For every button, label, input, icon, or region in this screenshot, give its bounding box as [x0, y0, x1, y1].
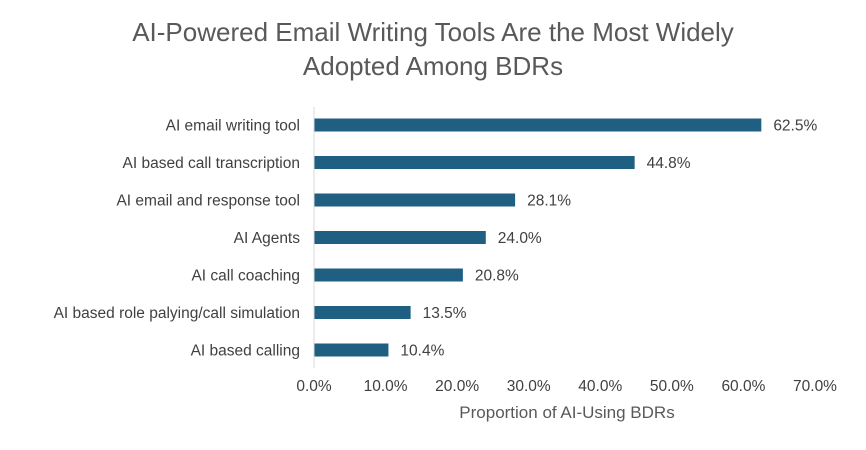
x-tick-label: 0.0% — [296, 378, 332, 395]
x-tick-label: 20.0% — [435, 378, 479, 395]
bar — [314, 193, 516, 207]
bar — [314, 306, 411, 319]
data-label: 13.5% — [423, 305, 467, 322]
x-tick-label: 10.0% — [364, 378, 408, 395]
bar — [314, 343, 389, 357]
bar — [314, 268, 463, 282]
data-label: 62.5% — [773, 118, 817, 135]
category-label: AI email writing tool — [166, 118, 300, 135]
category-label: AI based calling — [191, 343, 300, 360]
category-label: AI call coaching — [191, 268, 300, 285]
x-tick-label: 40.0% — [578, 378, 622, 395]
data-label: 44.8% — [647, 155, 691, 172]
bar — [314, 156, 635, 169]
category-label: AI based role palying/call simulation — [54, 305, 300, 322]
chart-title-line-1: AI-Powered Email Writing Tools Are the M… — [132, 17, 734, 47]
x-tick-label: 30.0% — [507, 378, 551, 395]
bars-layer: 62.5% 44.8% 28.1% 24.0% 20.8% 13.5% 10.4% — [314, 118, 817, 360]
x-tick-label: 50.0% — [650, 378, 694, 395]
data-label: 20.8% — [475, 268, 519, 285]
data-label: 24.0% — [498, 230, 542, 247]
x-axis-label: Proportion of AI-Using BDRs — [459, 403, 674, 422]
category-label: AI email and response tool — [116, 193, 300, 210]
x-tick-label: 60.0% — [721, 378, 765, 395]
chart-title-line-2: Adopted Among BDRs — [303, 51, 563, 81]
data-label: 28.1% — [527, 193, 571, 210]
bar — [314, 231, 486, 244]
category-label: AI Agents — [234, 230, 301, 247]
data-label: 10.4% — [400, 343, 444, 360]
bar — [314, 118, 762, 132]
category-label: AI based call transcription — [123, 155, 300, 172]
x-tick-label: 70.0% — [793, 378, 837, 395]
axis-layer: AI email writing tool AI based call trans… — [54, 107, 837, 395]
